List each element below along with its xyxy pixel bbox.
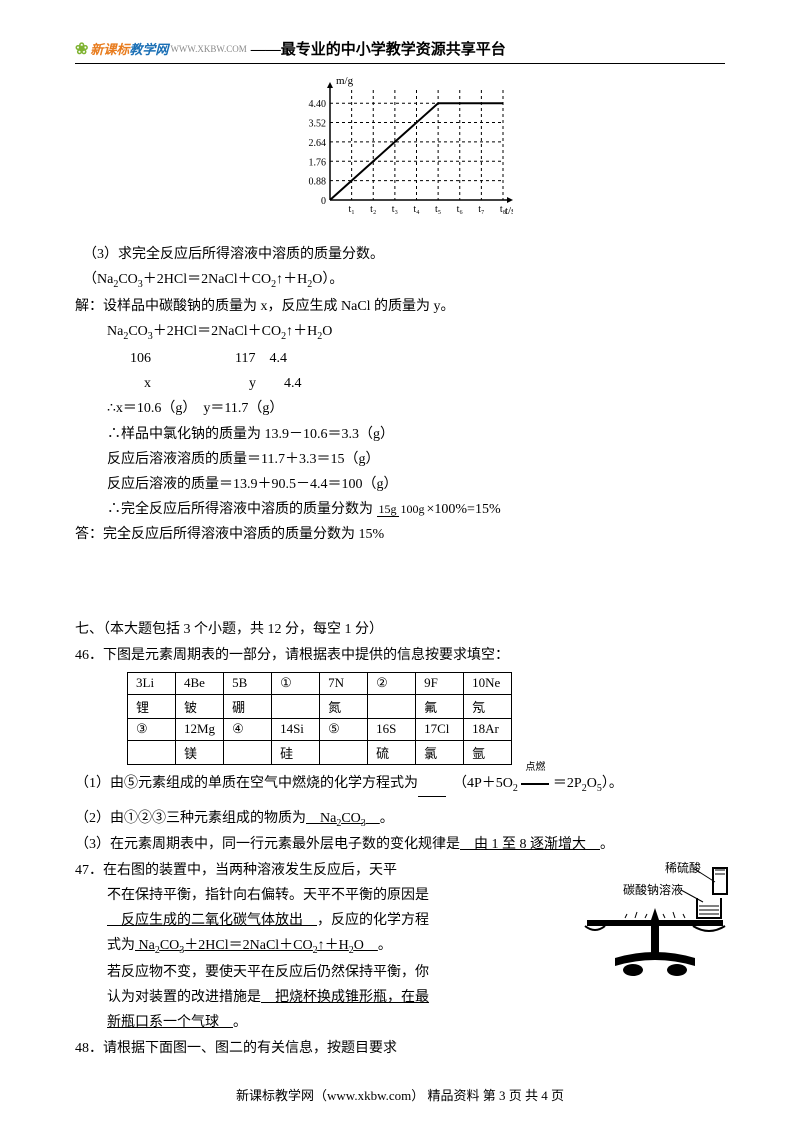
mass-time-chart: 00.881.762.643.524.40t₁t₂t₃t₄t₅t₆t₇t₈m/g… xyxy=(75,72,725,232)
q47-line7: 新瓶口系一个气球 。 xyxy=(75,1010,725,1035)
q3-answer: 答：完全反应后所得溶液中溶质的质量分数为 15% xyxy=(75,522,725,547)
svg-text:t₄: t₄ xyxy=(413,204,420,215)
page-header: ❀ 新课标教学网 WWW.XKBW.COM ——最专业的中小学教学资源共享平台 xyxy=(75,38,725,64)
svg-text:t₁: t₁ xyxy=(348,204,354,215)
svg-text:m/g: m/g xyxy=(336,75,354,87)
svg-text:2.64: 2.64 xyxy=(308,138,326,149)
balance-diagram: 稀硫酸 碳酸钠溶液 xyxy=(565,858,735,993)
q3-result-nacl: ∴样品中氯化钠的质量为 13.9－10.6＝3.3（g） xyxy=(75,422,725,447)
table-row: ③12Mg④14Si⑤16S17Cl18Ar xyxy=(128,718,512,740)
q3-equation: Na2CO3＋2HCl＝2NaCl＋CO2↑＋H2O xyxy=(75,319,725,346)
label-acid: 稀硫酸 xyxy=(665,860,701,875)
q3-solution-intro: 解：设样品中碳酸钠的质量为 x，反应生成 NaCl 的质量为 y。 xyxy=(75,294,725,319)
page-footer: 新课标教学网（www.xkbw.com） 精品资料 第 3 页 共 4 页 xyxy=(0,1085,800,1104)
q46-part3: （3）在元素周期表中，同一行元素最外层电子数的变化规律是 由 1 至 8 逐渐增… xyxy=(75,832,725,857)
svg-text:0.88: 0.88 xyxy=(308,177,326,188)
svg-text:1.76: 1.76 xyxy=(308,157,326,168)
svg-text:t₅: t₅ xyxy=(434,204,440,215)
svg-text:t/s: t/s xyxy=(505,205,513,217)
q3-result-xy: ∴x＝10.6（g） y＝11.7（g） xyxy=(75,396,725,421)
logo-text-2: 教学网 xyxy=(129,42,168,57)
q46-part2: （2）由①②③三种元素组成的物质为 Na2CO3 。 xyxy=(75,806,725,833)
section7-title: 七、（本大题包括 3 个小题，共 12 分，每空 1 分） xyxy=(75,617,725,642)
q3-mass-row: 106 117 4.4 xyxy=(75,346,725,371)
periodic-table: 3Li4Be5B①7N②9F10Ne 锂铍硼氮氟氖 ③12Mg④14Si⑤16S… xyxy=(127,672,512,765)
q3-var-row: x y 4.4 xyxy=(75,371,725,396)
header-tagline: ——最专业的中小学教学资源共享平台 xyxy=(251,38,506,59)
q3-result-solution: 反应后溶液的质量＝13.9＋90.5－4.4＝100（g） xyxy=(75,472,725,497)
site-logo: ❀ 新课标教学网 WWW.XKBW.COM xyxy=(75,39,247,59)
svg-text:t₂: t₂ xyxy=(370,204,376,215)
svg-text:t₇: t₇ xyxy=(478,204,484,215)
table-row: 3Li4Be5B①7N②9F10Ne xyxy=(128,672,512,694)
logo-text-1: 新课标 xyxy=(90,42,129,57)
q47-block: 47．在右图的装置中，当两种溶液发生反应后，天平 不在保持平衡，指针向右偏转。天… xyxy=(75,858,725,1036)
svg-text:3.52: 3.52 xyxy=(308,119,326,130)
q48-prompt: 48．请根据下面图一、图二的有关信息，按题目要求 xyxy=(75,1036,725,1061)
svg-text:4.40: 4.40 xyxy=(308,99,326,110)
svg-text:0: 0 xyxy=(321,196,326,207)
q3-prompt: （3）求完全反应后所得溶液中溶质的质量分数。 xyxy=(75,242,725,267)
q3-eq-note: （Na2CO3＋2HCl＝2NaCl＋CO2↑＋H2O）。 xyxy=(75,267,725,294)
svg-text:t₆: t₆ xyxy=(456,204,463,215)
table-row: 镁硅硫氯氩 xyxy=(128,740,512,764)
q46-part1: （1）由⑤元素组成的单质在空气中燃烧的化学方程式为 （4P＋5O2 点燃 ＝2P… xyxy=(75,771,725,798)
q46-prompt: 46．下图是元素周期表的一部分，请根据表中提供的信息按要求填空： xyxy=(75,643,725,668)
table-row: 锂铍硼氮氟氖 xyxy=(128,694,512,718)
logo-url: WWW.XKBW.COM xyxy=(170,44,246,54)
label-soda: 碳酸钠溶液 xyxy=(623,882,683,897)
q3-result-fraction: ∴完全反应后所得溶液中溶质的质量分数为 15g100g×100%=15% xyxy=(75,497,725,522)
svg-text:t₃: t₃ xyxy=(391,204,397,215)
leaf-icon: ❀ xyxy=(75,39,88,59)
q3-result-solute: 反应后溶液溶质的质量＝11.7＋3.3＝15（g） xyxy=(75,447,725,472)
